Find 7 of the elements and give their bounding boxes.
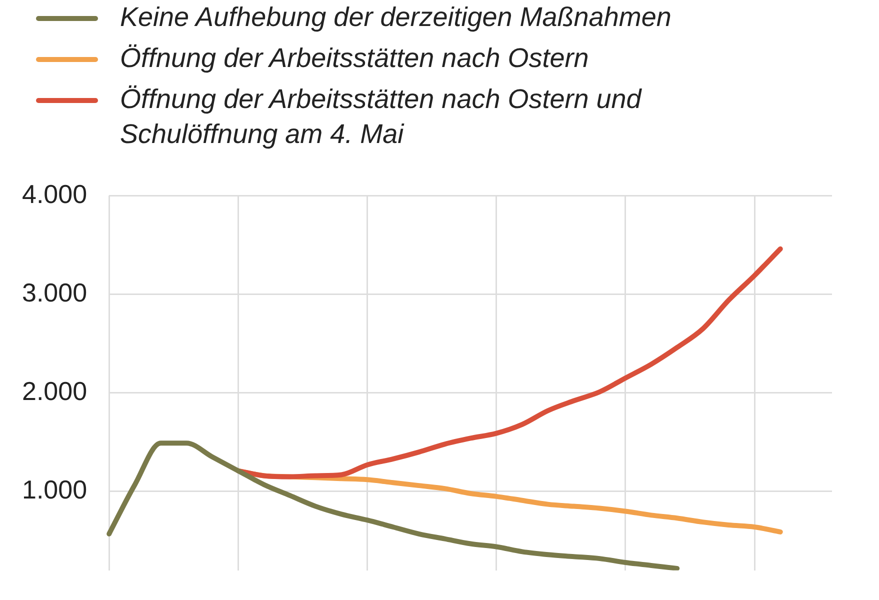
y-tick-label: 3.000: [22, 277, 88, 308]
legend-label: Öffnung der Arbeitsstätten nach Ostern: [120, 42, 589, 75]
legend-label: Keine Aufhebung der derzeitigen Maßnahmen: [120, 1, 672, 34]
y-tick-label: 2.000: [22, 376, 88, 406]
y-tick-label: 4.000: [22, 178, 88, 209]
legend-label: Öffnung der Arbeitsstätten nach Ostern und Schulöffnung am 4. Mai: [120, 83, 643, 151]
y-tick-label: 1.000: [22, 474, 88, 505]
